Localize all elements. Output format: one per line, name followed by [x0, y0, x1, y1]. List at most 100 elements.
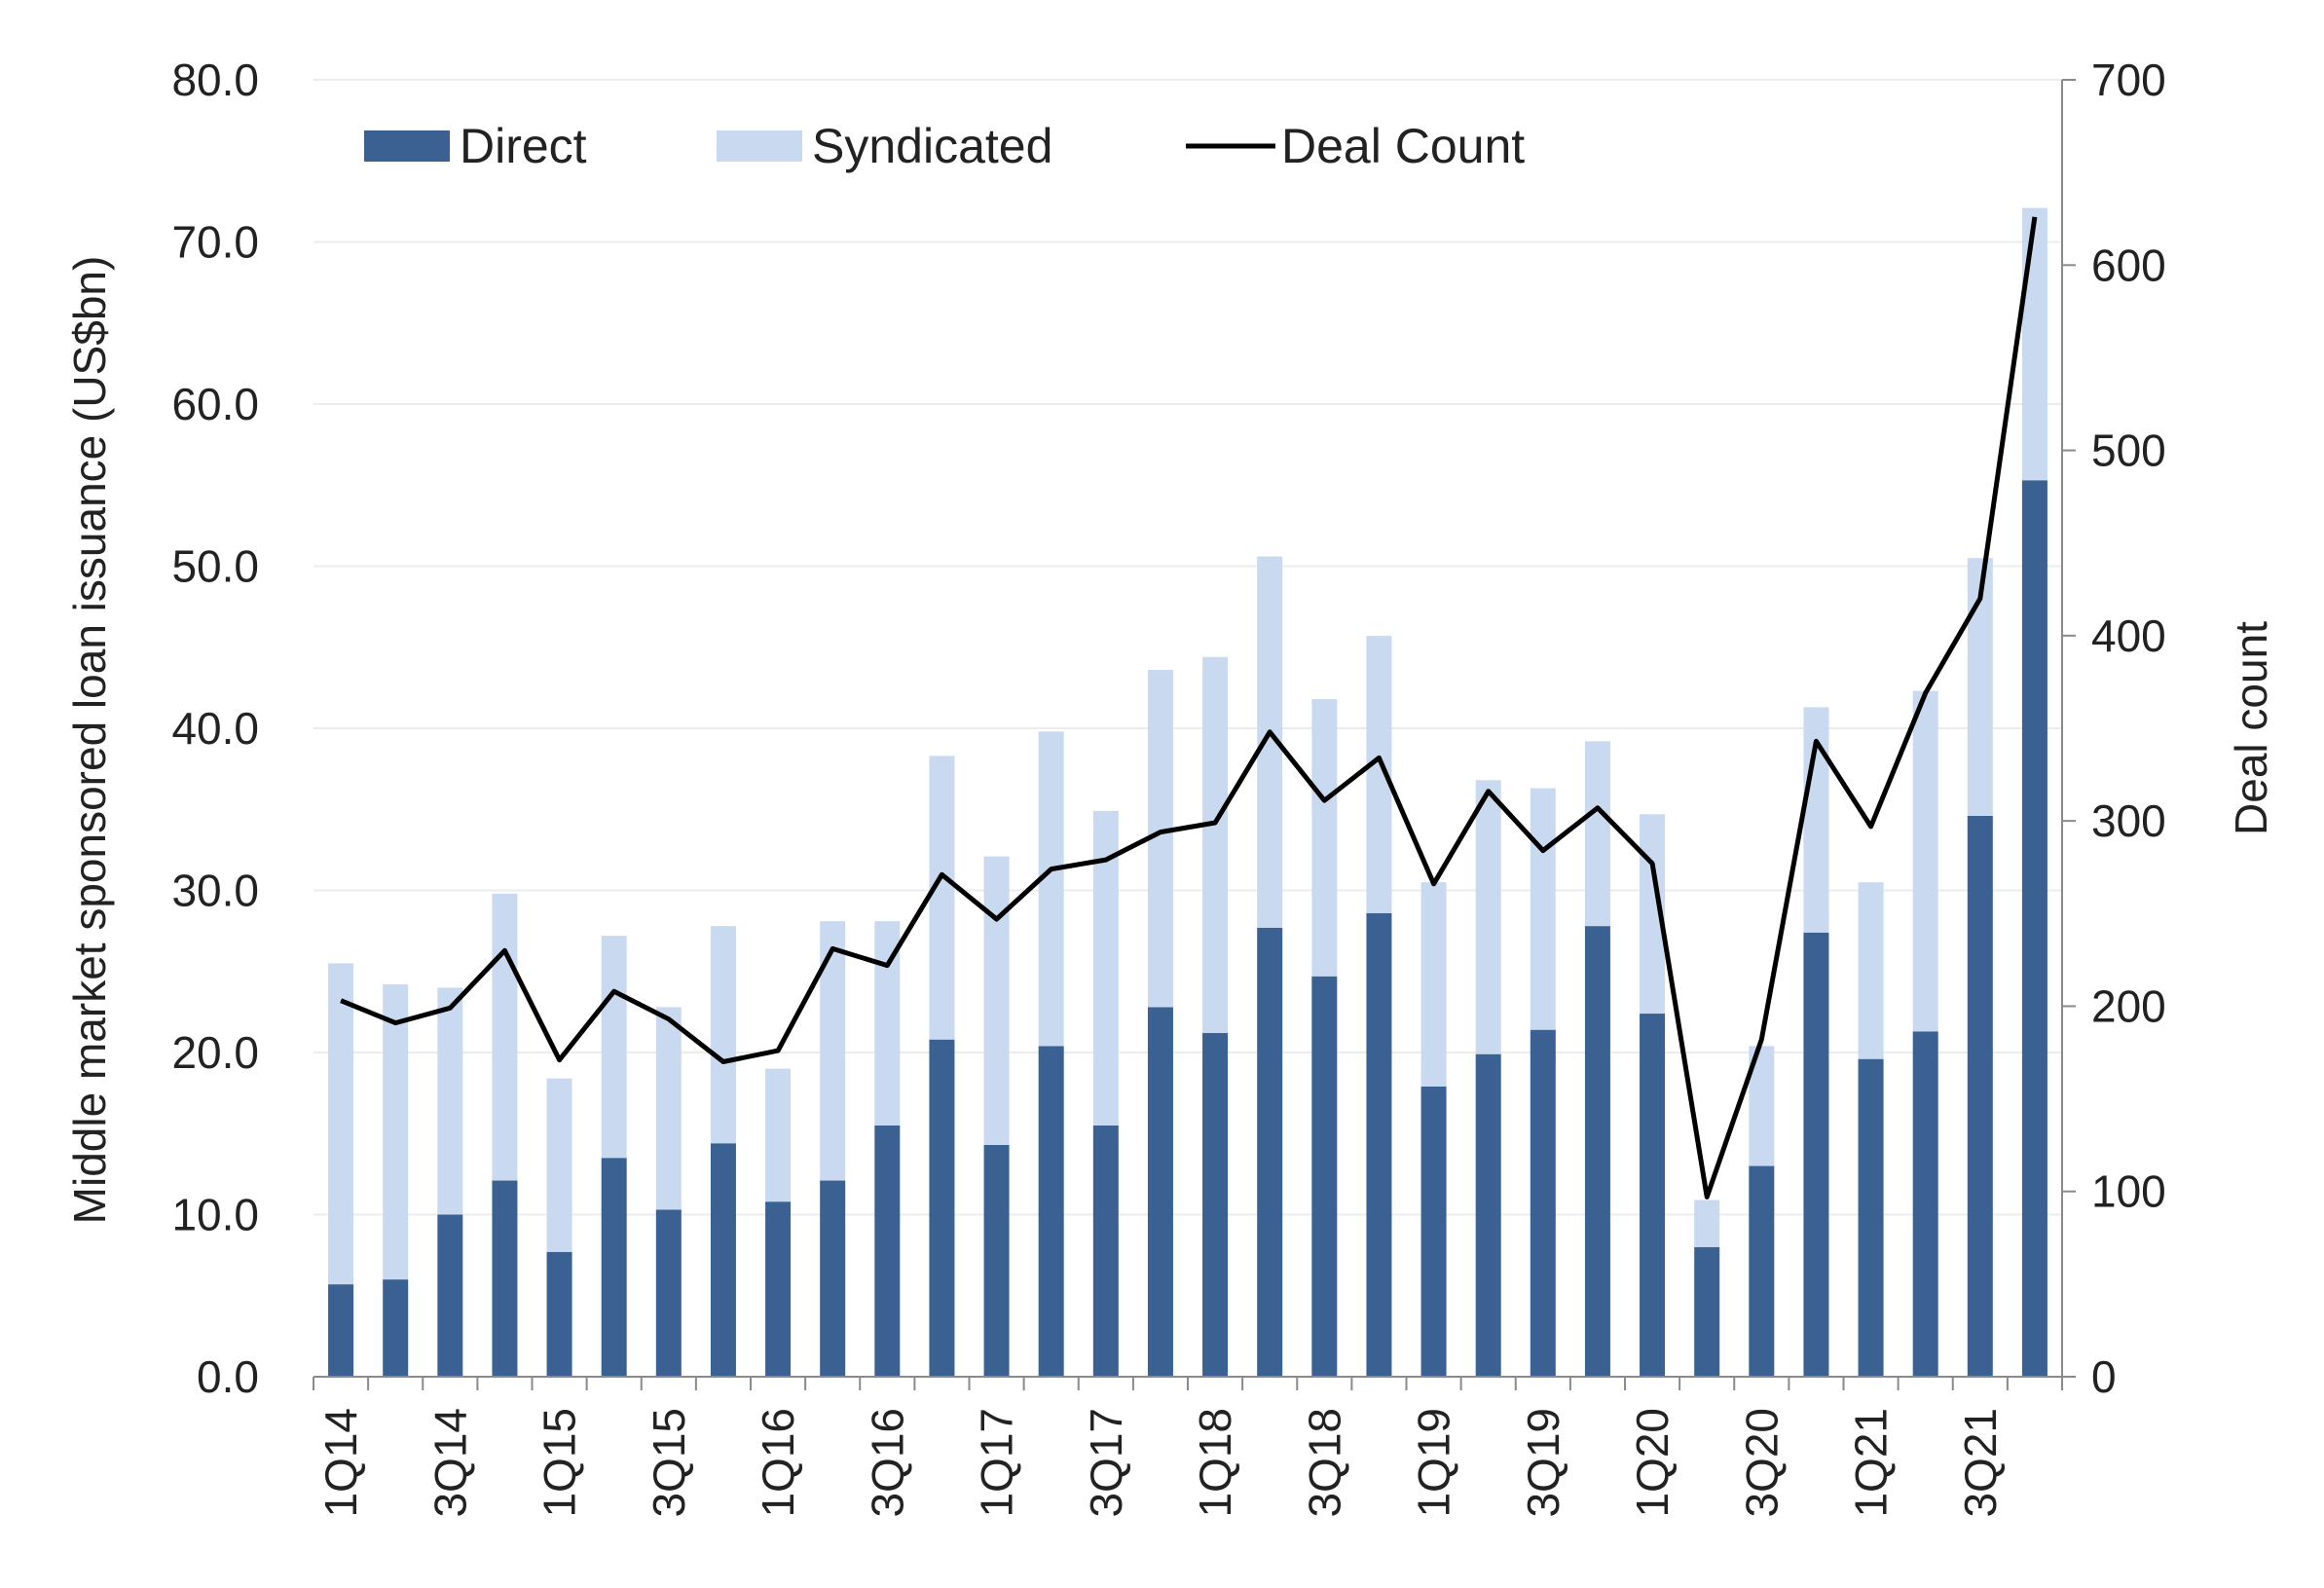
bar-direct-2Q19 [1475, 1053, 1501, 1377]
bar-direct-3Q17 [1092, 1125, 1119, 1377]
legend-item-direct: Direct [364, 119, 587, 173]
right-tick-label: 500 [2091, 425, 2166, 476]
bar-direct-1Q14 [328, 1284, 354, 1377]
bar-direct-2Q18 [1257, 927, 1283, 1377]
bar-direct-3Q21 [1967, 815, 1993, 1377]
x-tick-label: 1Q19 [1409, 1408, 1459, 1518]
right-tick-label: 300 [2091, 795, 2166, 846]
bar-direct-2Q21 [1912, 1031, 1938, 1377]
bar-direct-2Q20 [1694, 1246, 1720, 1377]
bar-direct-3Q20 [1749, 1165, 1775, 1377]
left-axis-ticks: 0.0 10.0 20.0 30.0 40.0 50.0 60.0 70.0 80.0 [171, 55, 259, 1402]
right-axis-ticks: 0 100 200 300 400 500 600 700 [2062, 55, 2166, 1402]
bar-syndicated-4Q14 [492, 893, 518, 1181]
bar-syndicated-3Q14 [437, 987, 463, 1215]
left-tick-label: 10.0 [171, 1190, 259, 1240]
bar-syndicated-2Q16 [820, 921, 846, 1181]
bar-direct-4Q19 [1584, 926, 1610, 1377]
deal-count-line-series [340, 216, 2038, 1200]
bar-direct-2Q16 [820, 1180, 846, 1377]
left-tick-label: 0.0 [197, 1351, 259, 1402]
bar-direct-3Q19 [1530, 1029, 1556, 1377]
bar-syndicated-4Q19 [1584, 741, 1610, 927]
bar-syndicated-1Q21 [1858, 882, 1884, 1059]
bar-direct-1Q20 [1640, 1014, 1666, 1377]
line-deal-count [340, 216, 2038, 1200]
right-tick-label: 700 [2091, 55, 2166, 105]
bar-syndicated-3Q19 [1530, 788, 1556, 1030]
left-tick-label: 30.0 [171, 866, 259, 916]
gridlines [314, 79, 2062, 1216]
x-tick-label: 1Q14 [315, 1408, 366, 1518]
legend-swatch [717, 130, 802, 162]
bar-direct-1Q18 [1202, 1033, 1229, 1377]
bar-syndicated-3Q18 [1311, 699, 1338, 977]
bar-syndicated-1Q18 [1202, 656, 1229, 1034]
bar-direct-1Q19 [1420, 1086, 1447, 1377]
bar-direct-4Q18 [1366, 912, 1392, 1377]
legend-label: Syndicated [812, 119, 1052, 173]
x-tick-label: 3Q14 [424, 1408, 475, 1518]
bar-syndicated-2Q17 [1038, 731, 1064, 1047]
x-tick-label: 1Q15 [535, 1408, 585, 1518]
bar-syndicated-1Q17 [983, 856, 1010, 1145]
bar-direct-2Q14 [383, 1279, 409, 1377]
bar-direct-4Q20 [1803, 932, 1829, 1377]
bar-direct-2Q17 [1038, 1046, 1064, 1377]
bar-syndicated-1Q16 [765, 1068, 792, 1202]
right-tick-label: 0 [2091, 1351, 2117, 1402]
bar-direct-4Q15 [710, 1143, 736, 1377]
left-tick-label: 60.0 [171, 379, 259, 429]
left-tick-label: 50.0 [171, 541, 259, 592]
bar-syndicated-4Q15 [710, 926, 736, 1144]
right-tick-label: 600 [2091, 240, 2166, 290]
bar-series [328, 207, 2047, 1377]
bar-syndicated-2Q14 [383, 984, 409, 1280]
x-tick-label: 3Q20 [1736, 1408, 1787, 1518]
x-tick-label: 1Q21 [1846, 1408, 1897, 1518]
bar-direct-4Q21 [2021, 480, 2047, 1377]
bar-direct-1Q15 [546, 1251, 572, 1377]
legend-swatch [364, 130, 450, 162]
x-tick-label: 1Q16 [753, 1408, 803, 1518]
left-tick-label: 80.0 [171, 55, 259, 105]
bar-direct-4Q17 [1147, 1007, 1173, 1377]
bar-syndicated-2Q21 [1912, 690, 1938, 1032]
right-tick-label: 100 [2091, 1166, 2166, 1217]
bar-direct-3Q14 [437, 1214, 463, 1377]
left-axis-title: Middle market sponsored loan issuance (U… [64, 256, 115, 1225]
bar-syndicated-1Q15 [546, 1078, 572, 1252]
left-tick-label: 70.0 [171, 217, 259, 268]
x-axis-ticks: 1Q14 3Q14 1Q15 3Q15 1Q16 3Q16 1Q17 3Q17 1Q18 3Q18… [313, 1377, 2063, 1518]
bar-direct-1Q16 [765, 1201, 792, 1377]
bar-syndicated-4Q16 [929, 756, 955, 1040]
bar-direct-3Q15 [655, 1209, 682, 1377]
bar-direct-3Q18 [1311, 976, 1338, 1377]
bar-syndicated-1Q14 [328, 963, 354, 1285]
right-axis-title: Deal count [2226, 621, 2276, 835]
x-tick-label: 3Q19 [1518, 1408, 1568, 1518]
x-tick-label: 3Q17 [1081, 1408, 1131, 1518]
x-tick-label: 3Q16 [862, 1408, 912, 1518]
x-tick-label: 1Q20 [1627, 1408, 1678, 1518]
bar-syndicated-4Q21 [2021, 207, 2047, 481]
bar-direct-1Q21 [1858, 1058, 1884, 1377]
bar-syndicated-2Q15 [601, 936, 627, 1159]
left-tick-label: 20.0 [171, 1027, 259, 1078]
bar-direct-4Q14 [492, 1180, 518, 1377]
x-tick-label: 3Q15 [644, 1408, 694, 1518]
x-tick-label: 1Q17 [972, 1408, 1022, 1518]
x-tick-label: 3Q21 [1955, 1408, 2006, 1518]
right-tick-label: 400 [2091, 610, 2166, 661]
legend-label: Direct [460, 119, 587, 173]
x-tick-label: 3Q18 [1299, 1408, 1349, 1518]
bar-direct-2Q15 [601, 1158, 627, 1377]
right-tick-label: 200 [2091, 980, 2166, 1031]
legend: Direct Syndicated Deal Count [364, 119, 1525, 173]
bar-syndicated-2Q19 [1475, 780, 1501, 1054]
bar-syndicated-2Q20 [1694, 1200, 1720, 1247]
bar-syndicated-3Q15 [655, 1007, 682, 1210]
legend-label: Deal Count [1281, 119, 1525, 173]
bar-direct-3Q16 [874, 1125, 901, 1377]
